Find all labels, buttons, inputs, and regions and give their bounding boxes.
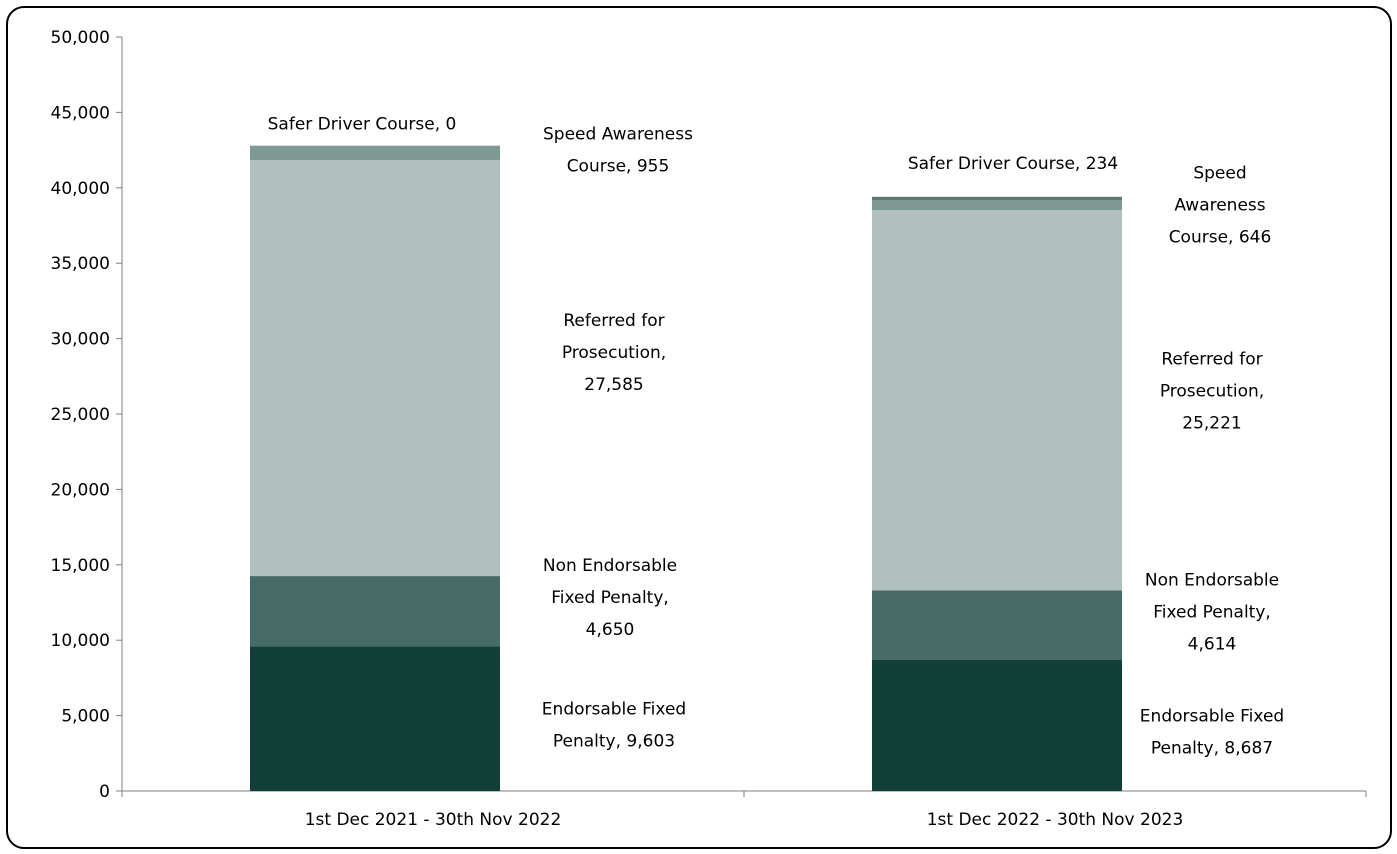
- stacked-bar-chart: 0 5,000 10,000 15,000 20,000 25,000 30,000 35,0…: [51, 28, 1367, 830]
- y-tick-label: 50,000: [51, 28, 110, 48]
- data-label-referred-for-prosecution: 25,221: [1182, 413, 1241, 433]
- y-tick-label: 30,000: [51, 330, 110, 350]
- y-tick-label: 40,000: [51, 179, 110, 199]
- bar-segment-referred-for-prosecution: [250, 160, 500, 577]
- data-labels: Endorsable Fixed Penalty, 9,603 Non Endors…: [268, 115, 1285, 759]
- data-label-non-endorsable-fixed-penalty: 4,650: [586, 620, 635, 640]
- data-label-referred-for-prosecution: Referred for: [563, 311, 664, 331]
- bar-segment-referred-for-prosecution: [872, 210, 1122, 591]
- data-label-endorsable-fixed-penalty: Endorsable Fixed: [542, 700, 686, 720]
- y-tick-label: 10,000: [51, 631, 110, 651]
- bar-segment-endorsable-fixed-penalty: [250, 646, 500, 791]
- data-label-speed-awareness-course: Awareness: [1174, 195, 1265, 215]
- y-tick-label: 15,000: [51, 556, 110, 576]
- y-tick-label: 5,000: [61, 707, 110, 727]
- y-tick-label: 20,000: [51, 480, 110, 500]
- data-label-speed-awareness-course: Speed Awareness: [543, 125, 693, 145]
- data-label-referred-for-prosecution: Referred for: [1161, 349, 1262, 369]
- data-label-non-endorsable-fixed-penalty: 4,614: [1188, 634, 1237, 654]
- axes: 0 5,000 10,000 15,000 20,000 25,000 30,000 35,0…: [51, 28, 1367, 830]
- bar-segment-endorsable-fixed-penalty: [872, 660, 1122, 791]
- data-label-non-endorsable-fixed-penalty: Fixed Penalty,: [551, 588, 669, 608]
- data-label-referred-for-prosecution: Prosecution,: [1160, 381, 1264, 401]
- x-category-label: 1st Dec 2021 - 30th Nov 2022: [305, 810, 562, 830]
- data-label-non-endorsable-fixed-penalty: Non Endorsable: [543, 556, 677, 576]
- data-label-non-endorsable-fixed-penalty: Non Endorsable: [1145, 570, 1279, 590]
- data-label-non-endorsable-fixed-penalty: Fixed Penalty,: [1153, 602, 1271, 622]
- x-category-label: 1st Dec 2022 - 30th Nov 2023: [927, 810, 1184, 830]
- data-label-safer-driver-course: Safer Driver Course, 234: [908, 154, 1118, 174]
- bar-segment-non-endorsable-fixed-penalty: [872, 590, 1122, 660]
- data-label-endorsable-fixed-penalty: Penalty, 8,687: [1151, 739, 1273, 759]
- data-label-endorsable-fixed-penalty: Penalty, 9,603: [553, 732, 675, 752]
- y-tick-label: 45,000: [51, 103, 110, 123]
- chart-frame: 0 5,000 10,000 15,000 20,000 25,000 30,000 35,0…: [6, 6, 1392, 849]
- bar-segment-speed-awareness-course: [872, 200, 1122, 211]
- data-label-speed-awareness-course: Course, 646: [1169, 227, 1272, 247]
- data-label-speed-awareness-course: Course, 955: [567, 157, 670, 177]
- y-tick-label: 0: [99, 782, 110, 802]
- y-tick-label: 25,000: [51, 405, 110, 425]
- data-label-referred-for-prosecution: 27,585: [584, 375, 643, 395]
- data-label-endorsable-fixed-penalty: Endorsable Fixed: [1140, 707, 1284, 727]
- bars: [250, 145, 1122, 791]
- data-label-speed-awareness-course: Speed: [1193, 163, 1246, 183]
- bar-segment-non-endorsable-fixed-penalty: [250, 576, 500, 647]
- data-label-referred-for-prosecution: Prosecution,: [562, 343, 666, 363]
- bar-segment-speed-awareness-course: [250, 145, 500, 161]
- data-label-safer-driver-course: Safer Driver Course, 0: [268, 115, 457, 135]
- y-tick-label: 35,000: [51, 254, 110, 274]
- bar-segment-safer-driver-course: [872, 196, 1122, 201]
